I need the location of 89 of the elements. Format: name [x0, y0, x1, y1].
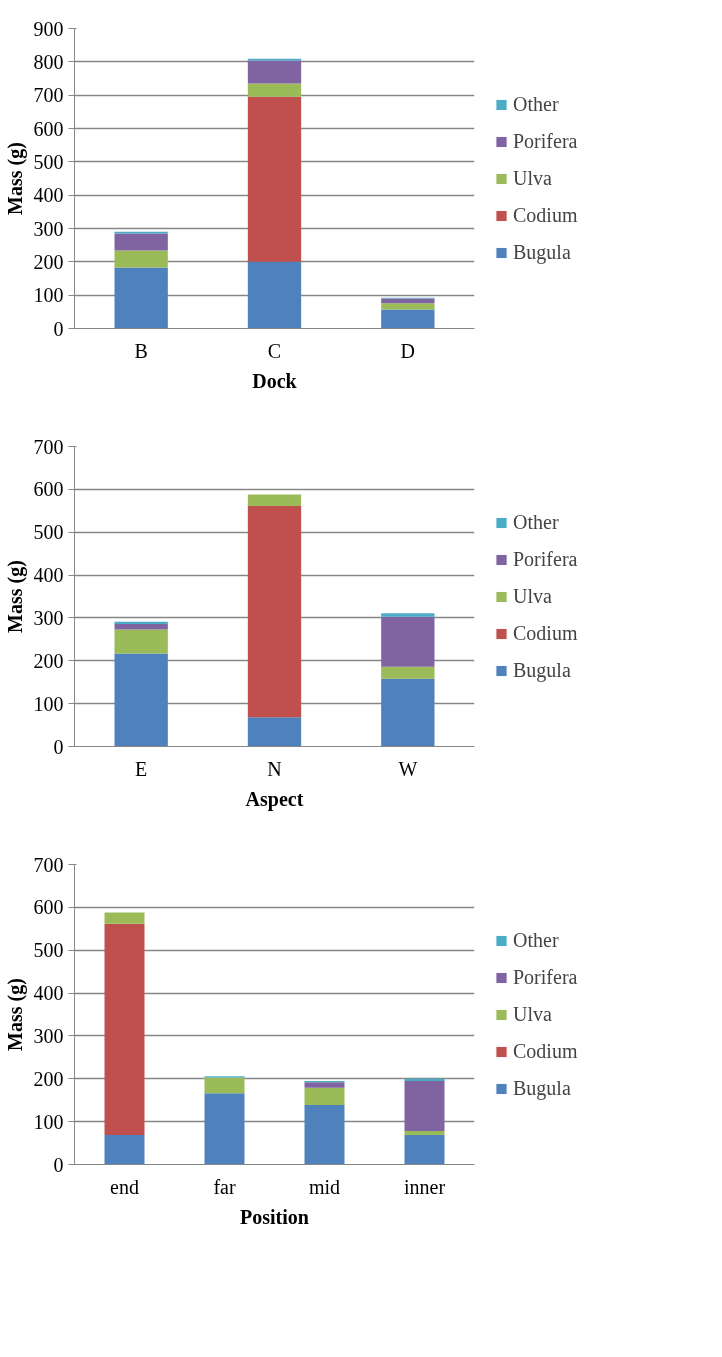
x-tick-label: E: [135, 757, 148, 780]
legend-label: Bugula: [513, 658, 571, 682]
bar: [404, 1078, 445, 1081]
bar: [247, 60, 302, 84]
bar: [247, 494, 302, 507]
y-tick-label: 600: [33, 896, 64, 919]
legend-label: Codium: [513, 203, 578, 227]
x-tick-label: far: [213, 1175, 236, 1198]
bar: [381, 616, 435, 667]
bar: [247, 261, 302, 329]
y-tick-label: 400: [33, 982, 64, 1005]
bar: [247, 83, 302, 97]
y-tick-label: 0: [53, 317, 64, 340]
x-tick-label: mid: [308, 1175, 341, 1198]
bar: [114, 621, 168, 624]
bar: [104, 912, 145, 924]
bar: [114, 267, 168, 329]
legend-label: Ulva: [513, 1002, 552, 1026]
y-tick-label: 700: [33, 435, 64, 458]
bar: [304, 1087, 345, 1105]
y-tick-label: 100: [33, 284, 64, 307]
bar: [381, 309, 435, 329]
y-tick-label: 300: [33, 606, 64, 629]
bar: [114, 623, 168, 630]
bar: [114, 250, 168, 268]
bar: [404, 1131, 445, 1135]
bar: [381, 678, 435, 747]
y-tick-label: 800: [33, 50, 64, 73]
bar: [114, 233, 168, 251]
x-axis-title: Aspect: [245, 787, 304, 811]
bar: [404, 1134, 445, 1165]
bar: [114, 629, 168, 654]
y-tick-label: 600: [33, 117, 64, 140]
bar: [114, 653, 168, 747]
y-tick-label: 100: [33, 1110, 64, 1133]
bar: [104, 923, 145, 1135]
legend-label: Other: [513, 92, 559, 116]
y-tick-label: 500: [33, 521, 64, 544]
x-tick-label: end: [110, 1175, 139, 1198]
x-axis-title: Dock: [252, 369, 298, 392]
x-tick-label: B: [134, 339, 148, 362]
bar: [381, 303, 435, 310]
legend-label: Other: [513, 928, 559, 952]
legend-label: Ulva: [513, 166, 552, 190]
legend-label: Porifera: [513, 129, 578, 153]
x-tick-label: N: [267, 757, 282, 780]
bar: [204, 1077, 245, 1094]
y-tick-label: 200: [33, 1067, 64, 1090]
x-tick-label: W: [398, 757, 418, 780]
y-tick-label: 600: [33, 478, 64, 501]
bar: [247, 96, 302, 262]
y-tick-label: 200: [33, 250, 64, 273]
bar: [247, 506, 302, 718]
y-tick-label: 700: [33, 853, 64, 876]
y-axis-title: Mass (g): [3, 978, 27, 1051]
legend-label: Porifera: [513, 965, 578, 989]
bar: [381, 666, 435, 679]
y-axis-title: Mass (g): [3, 142, 27, 215]
y-tick-label: 100: [33, 692, 64, 715]
legend-label: Bugula: [513, 1076, 571, 1100]
y-tick-label: 400: [33, 564, 64, 587]
y-tick-label: 300: [33, 1024, 64, 1047]
y-axis-title: Mass (g): [3, 560, 27, 633]
y-tick-label: 200: [33, 649, 64, 672]
bar: [304, 1082, 345, 1088]
y-tick-label: 300: [33, 217, 64, 240]
y-tick-label: 900: [33, 17, 64, 40]
bar: [304, 1104, 345, 1165]
legend-label: Ulva: [513, 584, 552, 608]
bar: [247, 717, 302, 747]
y-tick-label: 700: [33, 84, 64, 107]
y-tick-label: 400: [33, 184, 64, 207]
legend-label: Codium: [513, 621, 578, 645]
legend-label: Porifera: [513, 547, 578, 571]
bar: [104, 1134, 145, 1165]
bar: [381, 613, 435, 617]
x-axis-title: Position: [240, 1205, 309, 1228]
y-tick-label: 500: [33, 939, 64, 962]
legend-label: Codium: [513, 1039, 578, 1063]
y-tick-label: 0: [53, 1153, 64, 1176]
bar: [404, 1080, 445, 1132]
y-tick-label: 0: [53, 735, 64, 758]
bar: [204, 1093, 245, 1165]
legend-label: Other: [513, 510, 559, 534]
y-tick-label: 500: [33, 150, 64, 173]
legend-label: Bugula: [513, 240, 571, 264]
x-tick-label: inner: [403, 1175, 446, 1198]
x-tick-label: C: [267, 339, 282, 362]
x-tick-label: D: [400, 339, 416, 362]
